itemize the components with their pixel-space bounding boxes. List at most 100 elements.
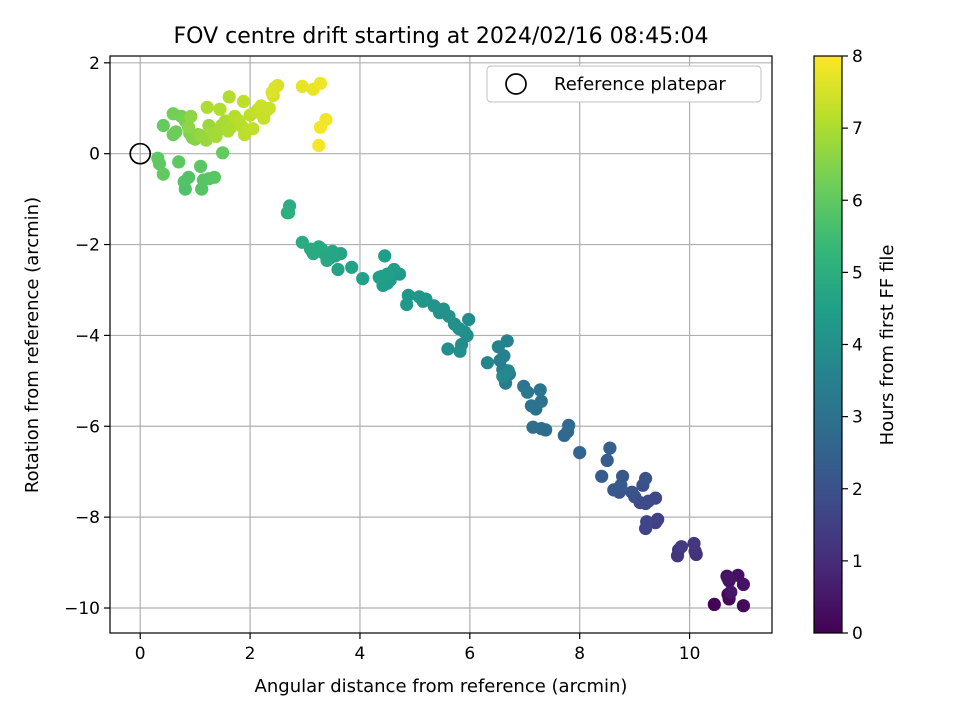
data-point <box>295 79 309 93</box>
data-point <box>246 122 260 136</box>
data-point <box>312 138 326 153</box>
data-point <box>331 262 345 277</box>
data-point <box>345 260 359 274</box>
data-point <box>539 423 553 437</box>
data-point <box>156 167 170 181</box>
data-point <box>194 159 208 173</box>
data-point <box>625 485 639 499</box>
data-point <box>674 540 689 554</box>
data-point <box>651 512 665 527</box>
data-point <box>639 471 653 486</box>
data-point <box>222 90 236 104</box>
data-point <box>207 170 221 184</box>
data-point <box>200 100 214 114</box>
y-tick-label: −6 <box>75 417 100 437</box>
data-point <box>182 120 196 134</box>
data-point <box>156 118 170 133</box>
data-point <box>614 478 628 492</box>
data-point <box>356 272 370 286</box>
x-axis-ticks: 0 2 4 6 8 10 <box>135 633 701 664</box>
data-point <box>496 369 510 383</box>
colorbar-label: Hours from first FF file <box>877 245 898 446</box>
data-point <box>687 536 701 551</box>
x-tick-label: 0 <box>135 644 146 664</box>
data-point <box>533 383 547 397</box>
y-tick-label: 2 <box>89 54 100 74</box>
data-point <box>441 342 455 356</box>
data-point <box>265 85 279 99</box>
x-tick-label: 6 <box>464 644 475 664</box>
data-point <box>520 385 535 399</box>
colorbar-ticks: 0 1 2 3 4 5 6 7 8 <box>842 47 863 644</box>
data-point <box>295 235 309 249</box>
colorbar-tick-label: 3 <box>852 408 863 428</box>
y-tick-label: −10 <box>64 599 100 619</box>
data-point <box>721 571 735 586</box>
data-point <box>462 312 476 327</box>
colorbar-tick-label: 7 <box>852 119 863 139</box>
colorbar-tick-label: 6 <box>852 191 863 211</box>
x-tick-label: 2 <box>245 644 256 664</box>
y-tick-label: −2 <box>75 236 100 256</box>
colorbar-tick-label: 2 <box>852 480 863 500</box>
chart-title: FOV centre drift starting at 2024/02/16 … <box>174 24 709 49</box>
colorbar-tick-label: 5 <box>852 263 863 283</box>
data-point <box>182 170 196 184</box>
colorbar <box>813 55 843 634</box>
colorbar-tick-label: 1 <box>852 552 863 572</box>
data-point <box>480 356 494 370</box>
data-point <box>378 249 392 263</box>
scatter-points <box>151 76 751 613</box>
data-point <box>280 206 294 220</box>
legend: Reference platepar <box>486 65 762 103</box>
data-point <box>603 441 617 455</box>
colorbar-tick-label: 0 <box>852 624 863 644</box>
data-point <box>595 469 609 483</box>
data-point <box>640 515 654 529</box>
data-point <box>573 446 587 460</box>
data-point <box>172 155 186 169</box>
x-axis-label: Angular distance from reference (arcmin) <box>255 676 628 697</box>
colorbar-tick-label: 4 <box>852 336 863 356</box>
y-tick-label: −4 <box>75 326 100 346</box>
data-point <box>313 76 327 90</box>
x-tick-label: 8 <box>574 644 585 664</box>
x-tick-label: 4 <box>355 644 366 664</box>
data-point <box>600 453 614 467</box>
data-point <box>152 157 166 171</box>
data-point <box>184 109 198 123</box>
x-tick-label: 10 <box>679 644 701 664</box>
data-point <box>736 577 751 592</box>
plot-frame <box>109 55 773 634</box>
legend-box <box>486 65 762 103</box>
colorbar-tick-label: 8 <box>852 47 863 67</box>
data-point <box>491 340 505 354</box>
data-point <box>453 344 467 358</box>
data-point <box>254 99 268 113</box>
data-point <box>375 269 389 283</box>
data-point <box>169 125 183 139</box>
legend-entry-reference-platepar: Reference platepar <box>554 74 726 95</box>
data-point <box>557 428 571 442</box>
data-point <box>526 420 540 434</box>
data-point <box>313 120 327 134</box>
data-point <box>707 597 721 612</box>
y-axis-label: Rotation from reference (arcmin) <box>22 197 43 493</box>
data-point <box>400 297 414 312</box>
legend-reference-marker <box>505 73 527 95</box>
data-point <box>534 394 548 408</box>
data-point <box>562 418 576 432</box>
data-point <box>724 585 738 599</box>
data-point <box>236 94 251 108</box>
reference-platepar-marker <box>129 142 152 165</box>
y-tick-label: 0 <box>89 145 100 165</box>
data-point <box>524 399 539 413</box>
data-point <box>639 496 653 511</box>
data-point <box>689 547 703 562</box>
data-point <box>216 146 230 160</box>
data-point <box>457 325 471 339</box>
data-point <box>213 102 227 116</box>
y-tick-label: −8 <box>75 508 100 528</box>
y-axis-ticks: −10 −8 −6 −4 −2 0 2 <box>64 54 110 619</box>
